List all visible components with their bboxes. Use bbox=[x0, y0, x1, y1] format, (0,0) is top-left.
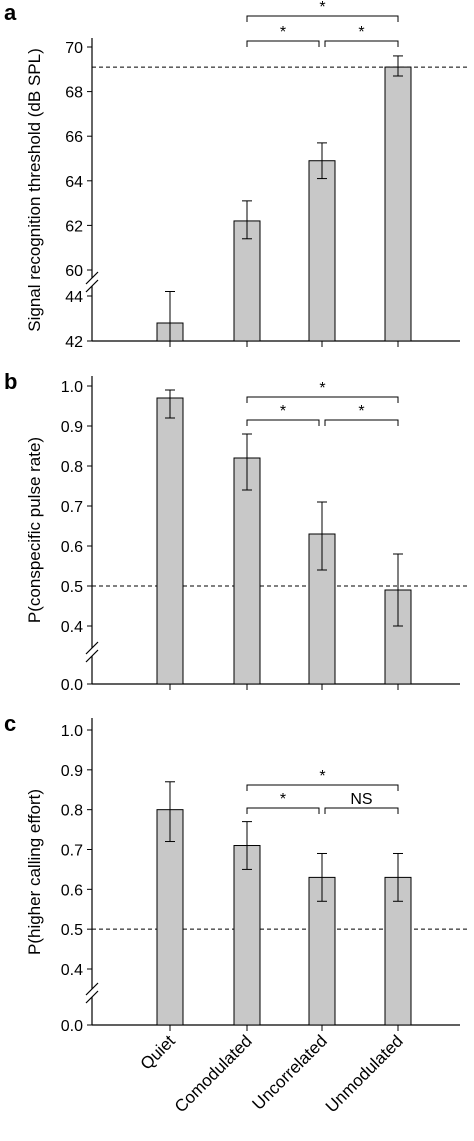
y-tick-label: 0.7 bbox=[61, 499, 83, 516]
bar-comodulated bbox=[233, 457, 261, 685]
y-tick-label: 0.9 bbox=[61, 419, 83, 436]
x-category-label: Quiet bbox=[137, 1031, 179, 1073]
bar-uncorrelated bbox=[308, 160, 336, 342]
y-tick-label: 0.6 bbox=[61, 539, 83, 556]
y-tick-label: 0.6 bbox=[61, 882, 83, 899]
x-category-label: Unmodulated bbox=[322, 1031, 407, 1116]
panel-b: b P(conspecific pulse rate) 0.0 0.4 0.5 0.6 0.… bbox=[4, 369, 470, 694]
significance-bracket bbox=[246, 15, 399, 22]
bar-quiet bbox=[156, 809, 184, 1026]
significance-bracket bbox=[246, 40, 320, 47]
panel-a: a Signal recognition threshold (dB SPL) 42… bbox=[4, 0, 470, 351]
y-axis-label: P(higher calling effort) bbox=[25, 789, 44, 955]
panel-c: c P(higher calling effort) 0.0 0.4 0.5 0.6 0.7… bbox=[4, 711, 470, 1035]
axis-break-mark bbox=[85, 271, 99, 285]
panel-letter: a bbox=[4, 0, 17, 25]
y-tick-label: 44 bbox=[65, 289, 83, 306]
y-tick-label: 42 bbox=[65, 334, 83, 351]
axis-break-mark bbox=[85, 649, 99, 663]
significance-bracket bbox=[246, 396, 399, 403]
significance-label: * bbox=[280, 24, 286, 41]
bar-uncorrelated bbox=[308, 876, 336, 1026]
axis-break-mark bbox=[85, 990, 99, 1004]
y-axis-label: Signal recognition threshold (dB SPL) bbox=[25, 48, 44, 332]
bar-comodulated bbox=[233, 845, 261, 1026]
significance-label: * bbox=[280, 403, 286, 420]
significance-label: * bbox=[358, 24, 364, 41]
panel-letter: c bbox=[4, 711, 16, 736]
y-tick-label: 66 bbox=[65, 129, 83, 146]
significance-bracket bbox=[246, 807, 320, 814]
bar-comodulated bbox=[233, 220, 261, 342]
significance-label: * bbox=[358, 403, 364, 420]
significance-bracket bbox=[324, 807, 399, 814]
significance-bracket bbox=[324, 419, 399, 426]
y-tick-label: 0.7 bbox=[61, 843, 83, 860]
panel-letter: b bbox=[4, 369, 17, 394]
significance-label: * bbox=[319, 380, 325, 397]
bar-unmodulated bbox=[384, 66, 412, 342]
y-tick-label: 0.4 bbox=[61, 619, 83, 636]
y-tick-label: 0.8 bbox=[61, 803, 83, 820]
y-tick-label: 0.9 bbox=[61, 763, 83, 780]
axis-break-mark bbox=[85, 279, 99, 293]
x-category-label: Uncorrelated bbox=[249, 1031, 331, 1113]
axis-break-mark bbox=[85, 982, 99, 996]
significance-bracket bbox=[246, 784, 399, 791]
bar-unmodulated bbox=[384, 876, 412, 1026]
y-tick-label: 0.5 bbox=[61, 579, 83, 596]
y-tick-label: 0.0 bbox=[61, 1018, 83, 1035]
y-tick-label: 62 bbox=[65, 218, 83, 235]
y-tick-label: 60 bbox=[65, 263, 83, 280]
significance-bracket bbox=[246, 419, 320, 426]
y-tick-label: 0.8 bbox=[61, 459, 83, 476]
y-tick-label: 70 bbox=[65, 40, 83, 57]
significance-label: * bbox=[280, 791, 286, 808]
y-tick-label: 1.0 bbox=[61, 723, 83, 740]
y-tick-label: 1.0 bbox=[61, 379, 83, 396]
y-tick-label: 0.0 bbox=[61, 677, 83, 694]
y-tick-label: 0.4 bbox=[61, 962, 83, 979]
y-axis-label: P(conspecific pulse rate) bbox=[25, 437, 44, 623]
y-tick-label: 0.5 bbox=[61, 922, 83, 939]
y-tick-label: 68 bbox=[65, 85, 83, 102]
y-tick-label: 64 bbox=[65, 174, 83, 191]
axis-break-mark bbox=[85, 641, 99, 655]
bar-quiet bbox=[156, 397, 184, 685]
significance-label: * bbox=[319, 0, 325, 16]
x-category-label: Comodulated bbox=[171, 1031, 256, 1116]
significance-label: * bbox=[319, 768, 325, 785]
significance-bracket bbox=[324, 40, 399, 47]
significance-label: NS bbox=[350, 791, 372, 808]
